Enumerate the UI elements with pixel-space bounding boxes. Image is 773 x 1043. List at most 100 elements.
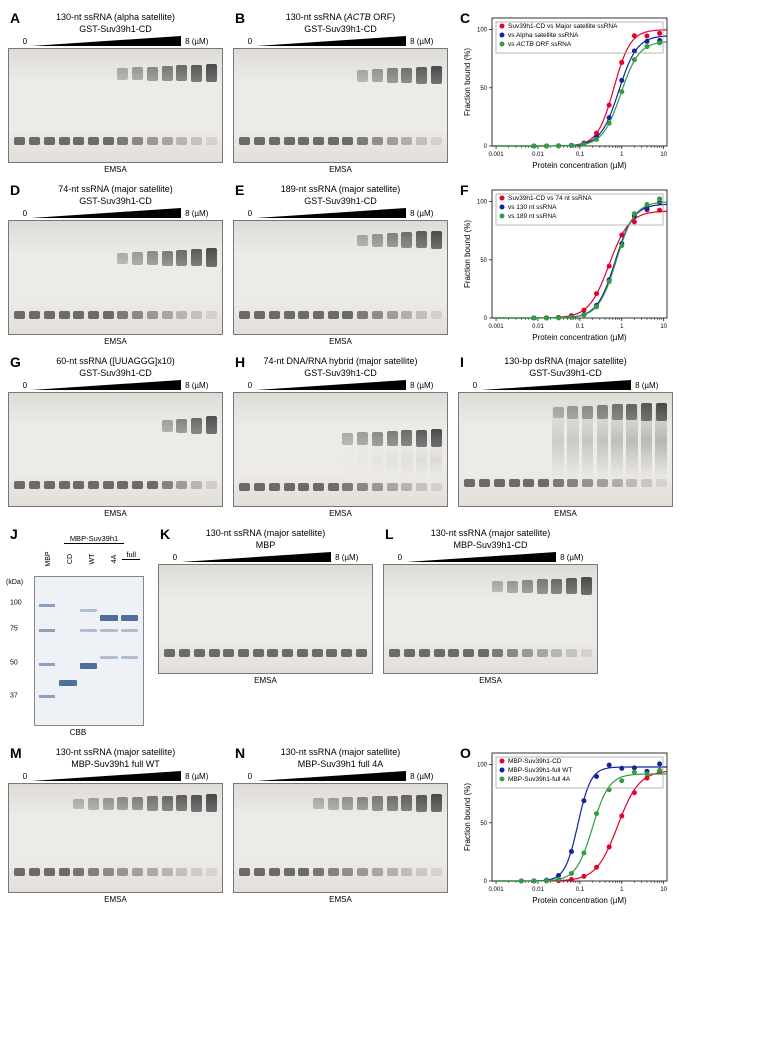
free-band (206, 311, 217, 319)
mid-smear (342, 441, 354, 478)
gel-image (233, 220, 448, 335)
free-band (341, 649, 352, 657)
panel-subtitle: GST-Suv39h1-CD (529, 368, 602, 378)
free-band (342, 868, 353, 876)
gel-lane (610, 397, 624, 502)
gel-lane (222, 569, 236, 669)
svg-text:1: 1 (620, 152, 624, 158)
free-band (538, 479, 549, 487)
mid-smear (357, 441, 369, 478)
gel-lane (356, 397, 370, 502)
panel-subtitle: MBP-Suv39h1-CD (453, 540, 527, 550)
gel-lane (131, 53, 145, 158)
gel-lane (42, 53, 56, 158)
binding-chart: 0.0010.010.1110050100Protein concentrati… (458, 12, 673, 172)
gel-lane (476, 569, 490, 669)
shift-band (132, 797, 143, 811)
gel-lane (160, 225, 174, 330)
gel-lane (175, 225, 189, 330)
free-band (312, 649, 323, 657)
panel-title: 189-nt ssRNA (major satellite) (281, 184, 401, 194)
shift-band (191, 65, 202, 82)
gel-lane (400, 225, 414, 330)
free-band (313, 311, 324, 319)
shift-band (162, 66, 173, 81)
shift-band (117, 68, 128, 80)
conc-min: 0 (248, 772, 252, 781)
gel-lane (341, 397, 355, 502)
shift-band (387, 233, 398, 247)
conc-min: 0 (398, 553, 402, 562)
gel-lane (72, 788, 86, 888)
gel-lane (654, 397, 668, 502)
panel-A: A130-nt ssRNA (alpha satellite)GST-Suv39… (8, 12, 223, 174)
gel-lane (42, 397, 56, 502)
gel-lane (253, 788, 267, 888)
gel-lane (160, 788, 174, 888)
conc-max: 8 (µM) (185, 37, 208, 46)
gel-image (8, 783, 223, 893)
shift-band (357, 797, 368, 810)
shift-band (191, 249, 202, 266)
conc-min: 0 (173, 553, 177, 562)
shift-band (582, 406, 593, 419)
cbb-gel-wrap: 100755037(kDa) (34, 576, 144, 726)
protein-band (121, 656, 138, 659)
panel-title: 60-nt ssRNA ([UUAGGG]x10) (56, 356, 175, 366)
gel-lane (326, 225, 340, 330)
shift-band (641, 403, 652, 420)
figure-row: G60-nt ssRNA ([UUAGGG]x10)GST-Suv39h1-CD… (8, 356, 765, 518)
free-band (431, 868, 442, 876)
free-band (239, 137, 250, 145)
gel-lane (415, 53, 429, 158)
shift-band (553, 407, 564, 418)
gel-lane (297, 225, 311, 330)
gel-lane (253, 225, 267, 330)
shift-band (387, 68, 398, 82)
free-band (357, 483, 368, 491)
free-band (269, 483, 280, 491)
panel-L: L130-nt ssRNA (major satellite)MBP-Suv39… (383, 528, 598, 737)
shift-band (162, 796, 173, 811)
gel-lane (341, 53, 355, 158)
free-band (59, 137, 70, 145)
svg-text:50: 50 (480, 821, 487, 827)
panel-F: F0.0010.010.1110050100Protein concentrat… (458, 184, 673, 346)
free-band (313, 137, 324, 145)
gel-lane (57, 225, 71, 330)
panel-M: M130-nt ssRNA (major satellite)MBP-Suv39… (8, 747, 223, 907)
gradient-wedge: 08 (µM) (458, 380, 673, 390)
svg-text:Fraction bound (%): Fraction bound (%) (463, 220, 472, 288)
free-band (284, 868, 295, 876)
free-band (282, 649, 293, 657)
gel-lane (385, 53, 399, 158)
free-band (176, 311, 187, 319)
free-band (132, 311, 143, 319)
conc-min: 0 (248, 37, 252, 46)
panel-title: 130-nt ssRNA (major satellite) (431, 528, 551, 538)
gel-lane (295, 569, 309, 669)
free-band (191, 868, 202, 876)
gel-lane (312, 225, 326, 330)
panel-letter: H (235, 354, 245, 370)
free-band (162, 137, 173, 145)
svg-text:0.001: 0.001 (489, 324, 505, 330)
gel-lane (403, 569, 417, 669)
gel-type-label: EMSA (104, 509, 127, 518)
gel-lane (356, 788, 370, 888)
gel-lane (57, 53, 71, 158)
free-band (147, 868, 158, 876)
free-band (194, 649, 205, 657)
svg-text:10: 10 (660, 887, 667, 893)
panel-H: H74-nt DNA/RNA hybrid (major satellite)G… (233, 356, 448, 518)
panel-letter: A (10, 10, 20, 26)
gradient-wedge: 08 (µM) (233, 208, 448, 218)
gel-lane (116, 788, 130, 888)
panel-title: 130-nt ssRNA (ACTB ORF) (286, 12, 396, 22)
svg-text:10: 10 (660, 152, 667, 158)
gel-lane (267, 225, 281, 330)
gel-lane (190, 53, 204, 158)
conc-max: 8 (µM) (410, 381, 433, 390)
gel-lane (579, 569, 593, 669)
free-band (147, 137, 158, 145)
